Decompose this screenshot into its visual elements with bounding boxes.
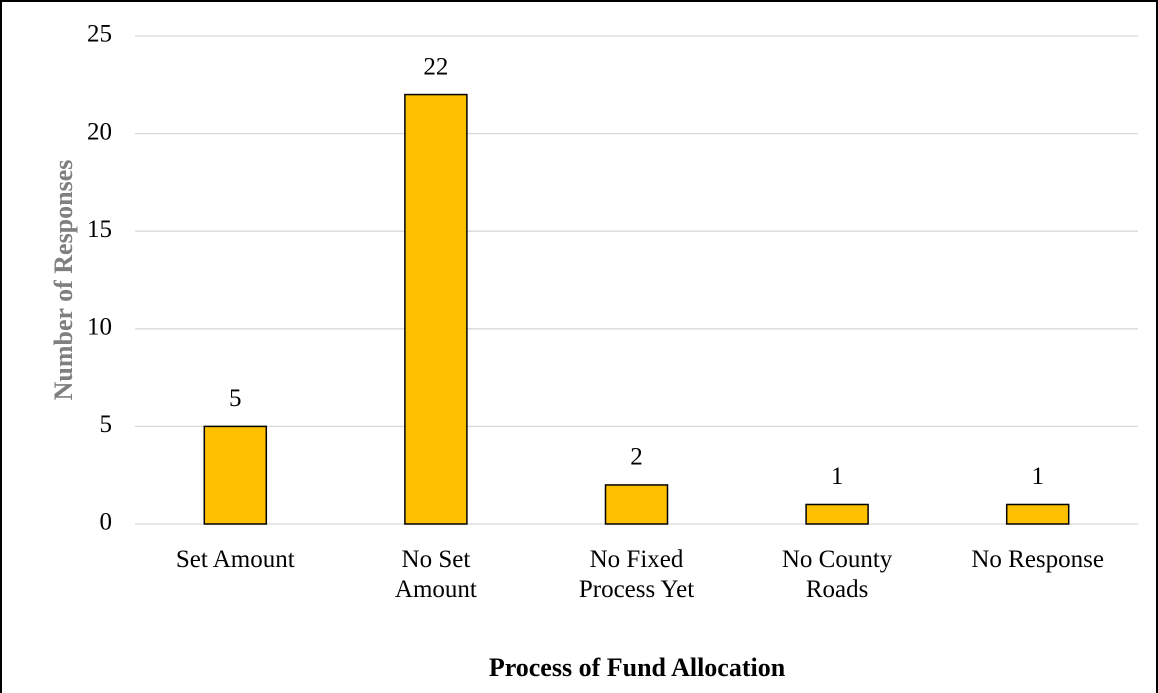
y-tick-label: 25: [87, 21, 112, 48]
x-tick-label: No Set Amount: [394, 546, 477, 603]
y-tick-label: 10: [87, 314, 112, 341]
data-label: 2: [630, 444, 643, 471]
y-tick-label: 20: [87, 118, 112, 145]
x-axis-title: Process of Fund Allocation: [489, 653, 786, 682]
data-label: 1: [831, 463, 844, 490]
x-tick-label: No Fixed Process Yet: [578, 546, 695, 603]
bar: [404, 93, 468, 525]
x-tick-label: No County Roads: [781, 546, 893, 603]
y-tick-label: 5: [100, 411, 113, 438]
y-axis-title: Number of Responses: [49, 160, 78, 401]
data-label: 5: [229, 385, 242, 412]
x-tick-label: Set Amount: [175, 546, 295, 573]
x-tick-label: No Response: [971, 546, 1104, 573]
data-label: 1: [1031, 463, 1044, 490]
bar: [203, 425, 268, 525]
data-label: 22: [423, 53, 448, 80]
y-tick-label: 0: [100, 509, 113, 536]
y-tick-label: 15: [87, 216, 112, 243]
bar: [604, 484, 669, 525]
bar: [1005, 503, 1070, 525]
bar: [805, 503, 869, 525]
